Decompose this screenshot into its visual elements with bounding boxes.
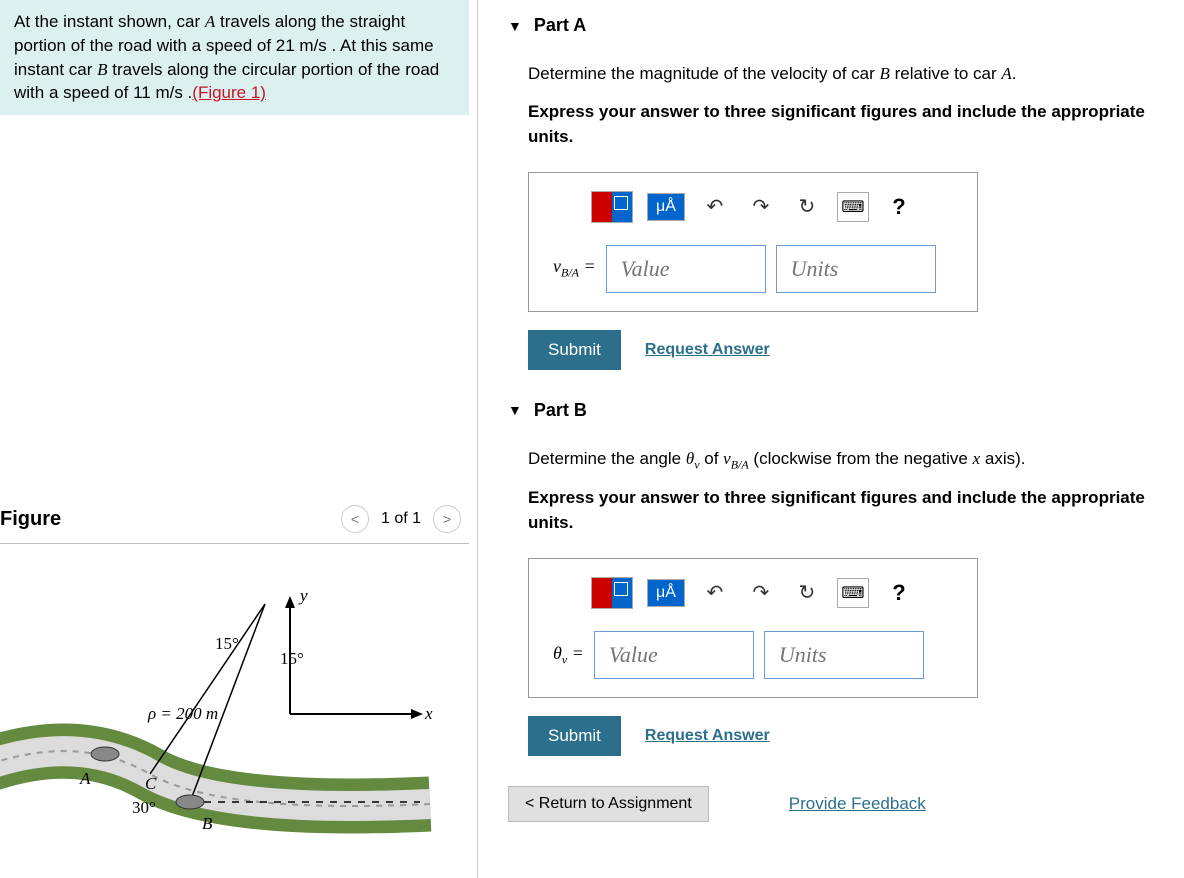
figure-axis-x: x [425,704,433,724]
part-b-value-input[interactable] [594,631,754,679]
help-icon[interactable]: ? [883,578,915,608]
undo-icon[interactable]: ↶ [699,578,731,608]
figure-next-button[interactable]: > [433,505,461,533]
undo-icon[interactable]: ↶ [699,192,731,222]
problem-prompt: At the instant shown, car A travels alon… [0,0,469,115]
figure-section: Figure < 1 of 1 > [0,505,469,834]
part-a-var-label: vB/A = [553,256,596,281]
provide-feedback-link[interactable]: Provide Feedback [789,794,926,814]
figure-nav: < 1 of 1 > [341,505,461,533]
special-chars-button[interactable]: μÅ [647,193,685,221]
figure-diagram: 15° 15° ρ = 200 m A C 30° B y x [0,574,469,834]
part-b-title: Part B [534,400,587,421]
part-b-var-label: θv = [553,643,584,668]
figure-angle-left: 15° [215,634,239,654]
figure-counter: 1 of 1 [373,510,429,528]
templates-icon[interactable] [591,191,633,223]
footer-row: < Return to Assignment Provide Feedback [508,786,1184,822]
reset-icon[interactable]: ↻ [791,192,823,222]
figure-title: Figure [0,508,61,531]
figure-angle-right: 15° [280,649,304,669]
part-b-actions: Submit Request Answer [528,716,1184,756]
figure-axis-y: y [300,586,308,606]
part-a-submit-button[interactable]: Submit [528,330,621,370]
part-b-instruction: Express your answer to three significant… [528,485,1184,536]
part-b-answer-box: μÅ ↶ ↷ ↻ ⌨ ? θv = [528,558,978,698]
collapse-caret-icon: ▼ [508,18,522,34]
figure-rho: ρ = 200 m [148,704,218,724]
figure-link[interactable]: (Figure 1) [192,83,266,102]
figure-prev-button[interactable]: < [341,505,369,533]
right-column: ▼ Part A Determine the magnitude of the … [478,0,1184,878]
figure-car-a: A [80,769,90,789]
keyboard-icon[interactable]: ⌨ [837,578,869,608]
part-b-request-answer-link[interactable]: Request Answer [645,727,770,745]
part-a-title: Part A [534,15,586,36]
part-a-section: ▼ Part A Determine the magnitude of the … [508,15,1184,370]
figure-point-c: C [145,774,156,794]
part-b-header[interactable]: ▼ Part B [508,400,1184,421]
part-a-input-row: vB/A = [553,245,953,293]
part-b-submit-button[interactable]: Submit [528,716,621,756]
collapse-caret-icon: ▼ [508,402,522,418]
part-a-header[interactable]: ▼ Part A [508,15,1184,36]
left-column: At the instant shown, car A travels alon… [0,0,478,878]
part-b-input-row: θv = [553,631,953,679]
figure-car-b: B [202,814,212,834]
part-a-question: Determine the magnitude of the velocity … [528,61,1184,87]
part-b-section: ▼ Part B Determine the angle θv of vB/A … [508,400,1184,756]
part-b-units-input[interactable] [764,631,924,679]
part-a-units-input[interactable] [776,245,936,293]
part-a-instruction: Express your answer to three significant… [528,99,1184,150]
help-icon[interactable]: ? [883,192,915,222]
part-a-answer-box: μÅ ↶ ↷ ↻ ⌨ ? vB/A = [528,172,978,312]
part-b-question: Determine the angle θv of vB/A (clockwis… [528,446,1184,473]
part-a-value-input[interactable] [606,245,766,293]
special-chars-button[interactable]: μÅ [647,579,685,607]
part-b-toolbar: μÅ ↶ ↷ ↻ ⌨ ? [553,577,953,609]
part-a-toolbar: μÅ ↶ ↷ ↻ ⌨ ? [553,191,953,223]
redo-icon[interactable]: ↷ [745,192,777,222]
keyboard-icon[interactable]: ⌨ [837,192,869,222]
reset-icon[interactable]: ↻ [791,578,823,608]
part-a-request-answer-link[interactable]: Request Answer [645,341,770,359]
part-a-actions: Submit Request Answer [528,330,1184,370]
figure-angle-bottom: 30° [132,798,156,818]
templates-icon[interactable] [591,577,633,609]
return-to-assignment-button[interactable]: < Return to Assignment [508,786,709,822]
redo-icon[interactable]: ↷ [745,578,777,608]
